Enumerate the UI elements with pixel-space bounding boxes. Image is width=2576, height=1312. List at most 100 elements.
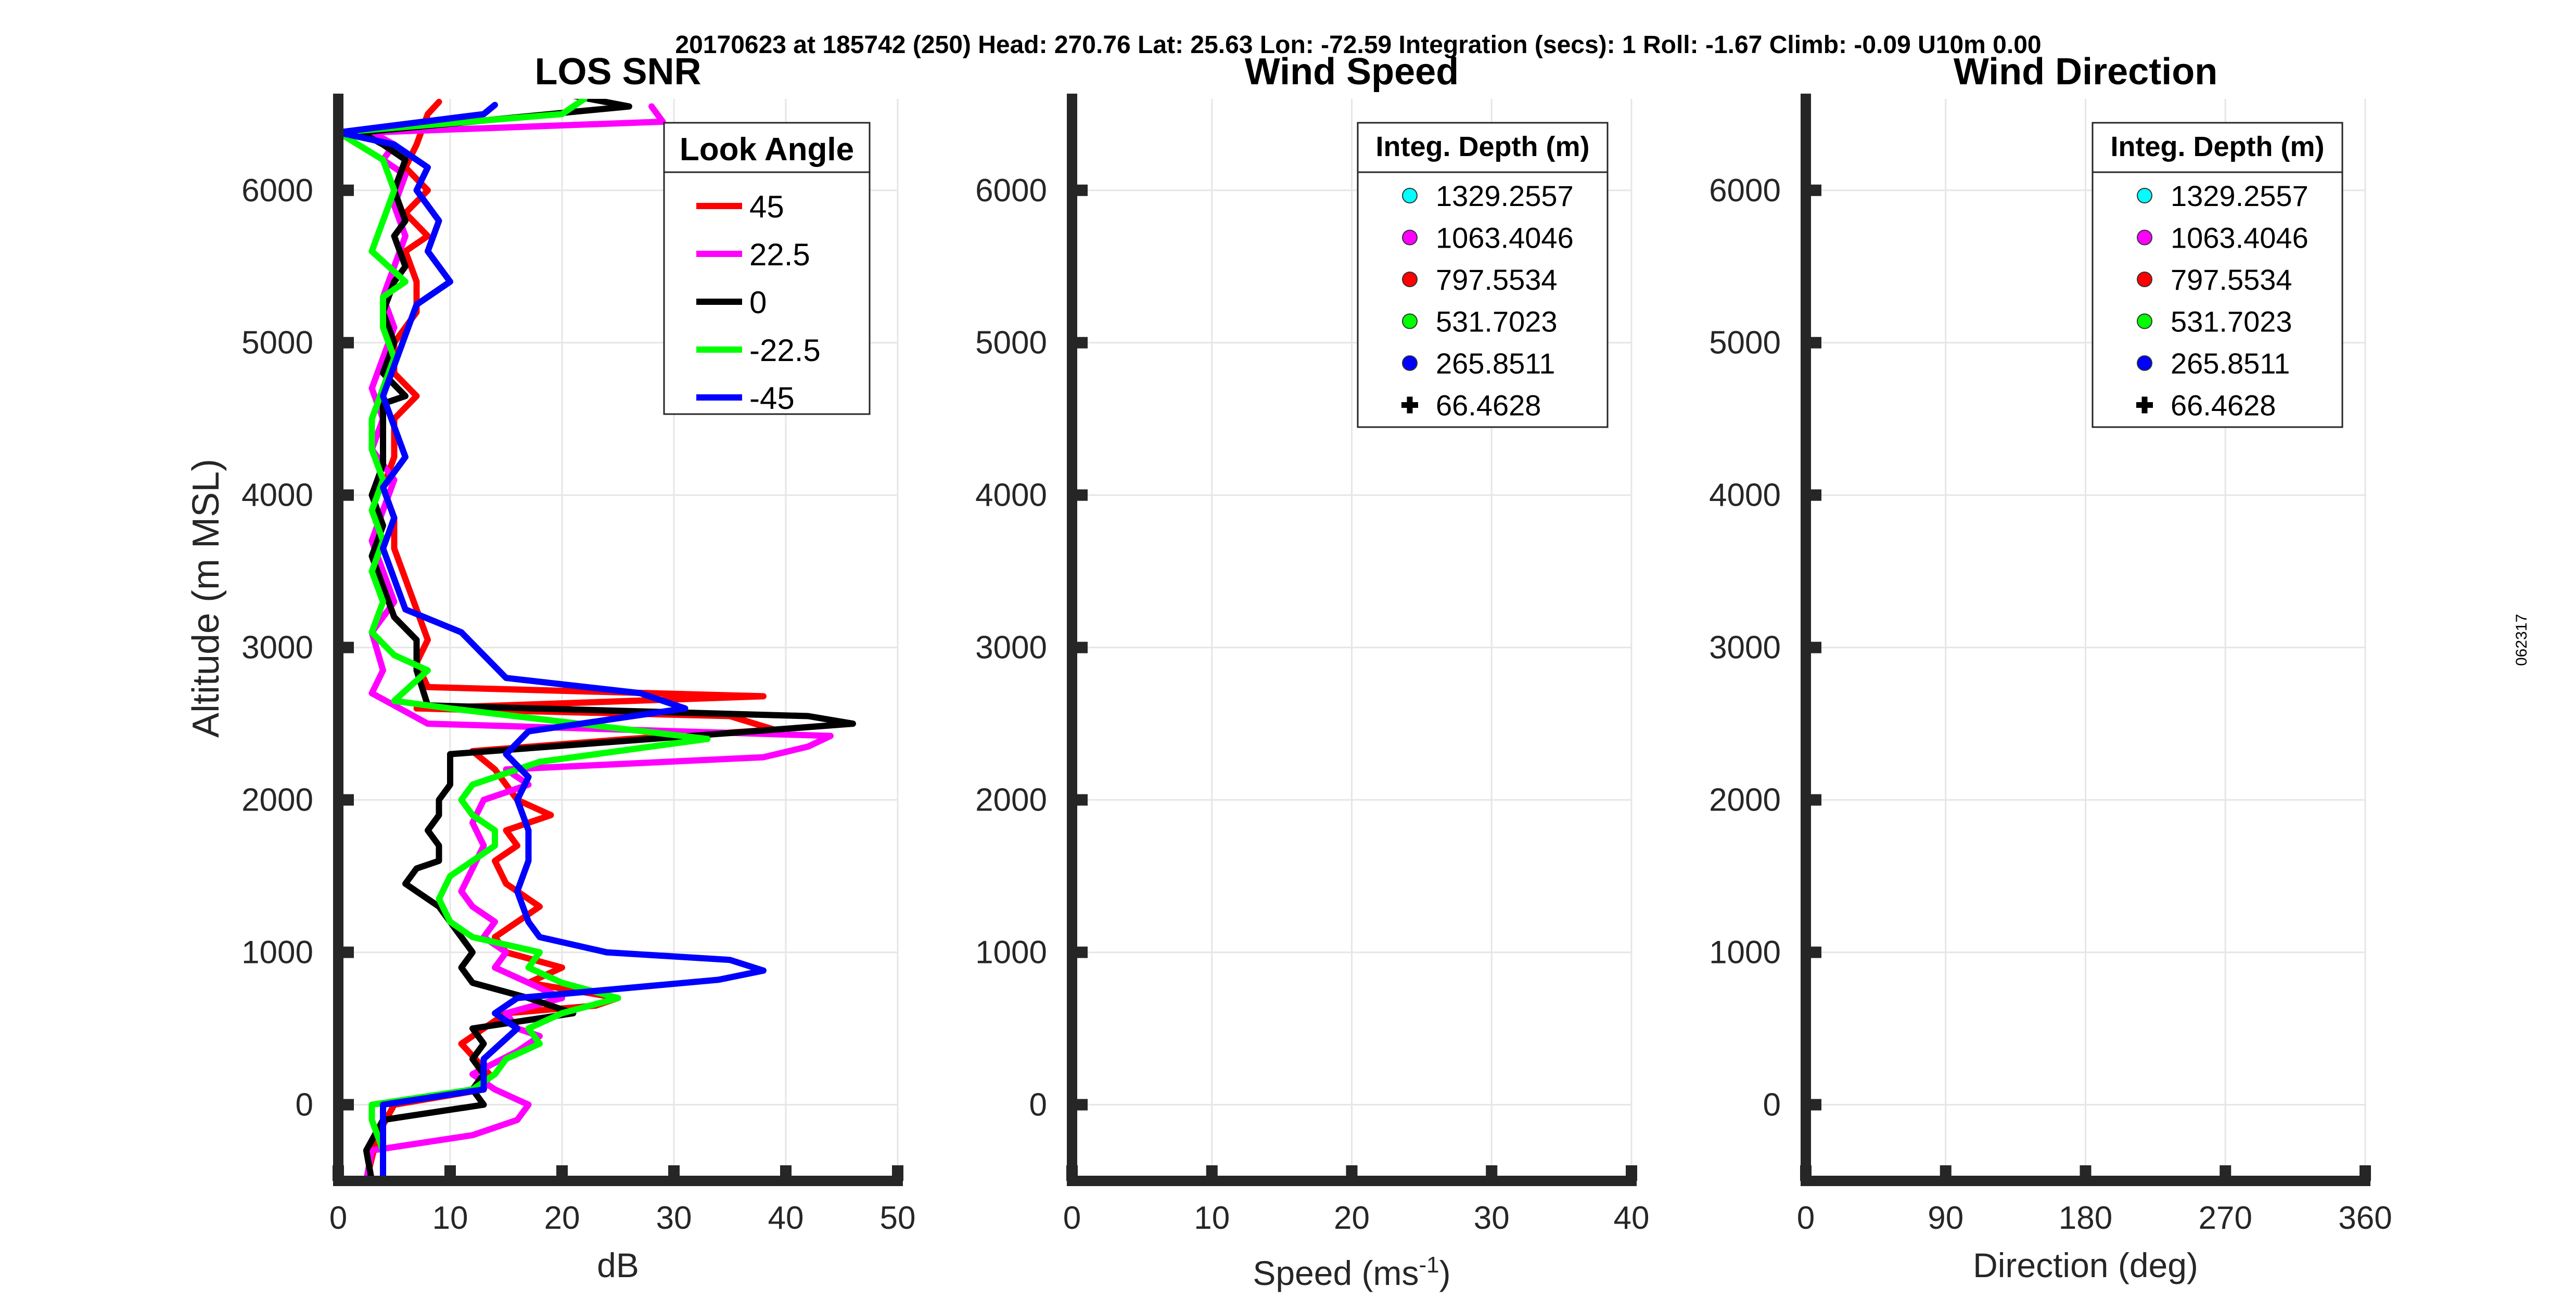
legend-label: -45 [749, 381, 795, 416]
y-tick-label: 6000 [975, 173, 1047, 209]
ticks [333, 184, 903, 1181]
legend-marker [1402, 272, 1418, 287]
x-tick-label: 10 [432, 1200, 468, 1236]
y-tick-label: 5000 [1709, 325, 1781, 361]
x-tick-label: 270 [2199, 1200, 2252, 1236]
legend-label: 1329.2557 [1436, 179, 1574, 212]
panel-2: 0 10 20 30 40 0 1000 2000 3000 4000 5000 6000 Wind S… [975, 51, 1649, 1292]
y-tick [338, 641, 354, 653]
x-axis-label: dB [597, 1246, 639, 1284]
y-tick [338, 946, 354, 958]
header-info: 20170623 at 185742 (250) Head: 270.76 La… [675, 31, 2041, 59]
y-tick [1072, 337, 1088, 349]
legend-item: 22.5 [696, 237, 810, 272]
x-tick [892, 1165, 903, 1181]
legend-label: 66.4628 [1436, 389, 1541, 422]
x-tick [1486, 1165, 1498, 1181]
legend-label: 265.8511 [1436, 347, 1555, 380]
x-tick [2360, 1165, 2371, 1181]
x-tick [1940, 1165, 1952, 1181]
x-tick-label: 30 [656, 1200, 692, 1236]
chart-title: Wind Speed [1245, 51, 1459, 93]
y-tick [1072, 489, 1088, 501]
legend-marker [1402, 313, 1418, 329]
legend-title: Integ. Depth (m) [2111, 131, 2325, 162]
legend-item: 66.4628 [1401, 389, 1541, 422]
legend-item: 797.5534 [2137, 263, 2292, 296]
y-tick [338, 489, 354, 501]
legend-label: 1063.4046 [2171, 222, 2309, 254]
series-line--45 [338, 101, 767, 1181]
x-tick-label: 40 [1614, 1200, 1650, 1236]
y-tick [338, 184, 354, 196]
y-tick-label: 3000 [241, 630, 313, 666]
legend-item: 1329.2557 [2137, 179, 2309, 212]
grid [337, 99, 899, 1181]
legend-item: -22.5 [696, 333, 821, 368]
x-tick [1066, 1165, 1078, 1181]
x-tick-label: 90 [1928, 1200, 1963, 1236]
panel-3: 0 90 180 270 360 0 1000 2000 3000 4000 5000 6000 Win… [1709, 51, 2392, 1284]
x-tick [556, 1165, 568, 1181]
y-tick-label: 5000 [241, 325, 313, 361]
chart-title: LOS SNR [534, 51, 701, 93]
x-tick-label: 0 [1797, 1200, 1815, 1236]
legend-item: 531.7023 [2137, 305, 2292, 338]
chart-title: Wind Direction [1954, 51, 2217, 93]
series-line--22.5 [338, 99, 711, 1181]
y-tick-label: 1000 [1709, 935, 1781, 971]
panels: 0 10 20 30 40 50 0 1000 2000 3000 4000 5000 6000 LOS … [185, 51, 2392, 1292]
legend-item: 797.5534 [1402, 263, 1558, 296]
y-tick [1072, 946, 1088, 958]
legend: Look Angle 45 22.5 0 -22.5 -45 [663, 122, 871, 416]
y-tick-label: 6000 [241, 173, 313, 209]
x-tick [1626, 1165, 1637, 1181]
legend-item: 265.8511 [2137, 347, 2290, 380]
legend-marker [1402, 229, 1418, 246]
legend-marker [1402, 355, 1418, 371]
y-tick [1072, 184, 1088, 196]
y-tick-label: 3000 [1709, 630, 1781, 666]
legend-item: 1063.4046 [1402, 222, 1574, 254]
y-tick [1806, 794, 1821, 806]
y-tick-label: 4000 [241, 478, 313, 513]
x-tick-label: 30 [1474, 1200, 1510, 1236]
legend-marker [2137, 229, 2152, 246]
y-tick-label: 1000 [241, 935, 313, 971]
legend-title: Integ. Depth (m) [1376, 131, 1590, 162]
x-tick-label: 20 [1334, 1200, 1370, 1236]
x-tick [780, 1165, 792, 1181]
legend-label: 797.5534 [1436, 263, 1558, 296]
legend-item: 1063.4046 [2137, 222, 2309, 254]
y-tick [1806, 489, 1821, 501]
x-tick-label: 40 [768, 1200, 804, 1236]
legend-marker [2137, 272, 2152, 287]
legend-item: -45 [696, 381, 795, 416]
legend-label: -22.5 [749, 333, 821, 368]
x-tick [1800, 1165, 1812, 1181]
legend-title: Look Angle [680, 132, 854, 168]
x-tick [2220, 1165, 2231, 1181]
legend-label: 797.5534 [2171, 263, 2292, 296]
y-tick [338, 1099, 354, 1111]
legend-item: 1329.2557 [1402, 179, 1574, 212]
legend-label: 66.4628 [2171, 389, 2276, 422]
legend-label: 0 [749, 285, 767, 320]
x-tick [333, 1165, 344, 1181]
legend-marker [2137, 355, 2152, 371]
x-tick [2080, 1165, 2092, 1181]
x-axis-label: Speed (ms-1) [1253, 1252, 1450, 1293]
y-tick-label: 2000 [975, 782, 1047, 818]
ticks [1066, 184, 1637, 1181]
y-tick-label: 1000 [975, 935, 1047, 971]
x-tick-label: 20 [544, 1200, 580, 1236]
y-tick-label: 2000 [241, 782, 313, 818]
y-tick-label: 4000 [1709, 478, 1781, 513]
legend-marker [1401, 396, 1418, 414]
x-tick-label: 50 [880, 1200, 916, 1236]
legend-label: 45 [749, 189, 784, 224]
legend-marker [2137, 313, 2152, 329]
y-tick [338, 337, 354, 349]
y-tick-label: 3000 [975, 630, 1047, 666]
